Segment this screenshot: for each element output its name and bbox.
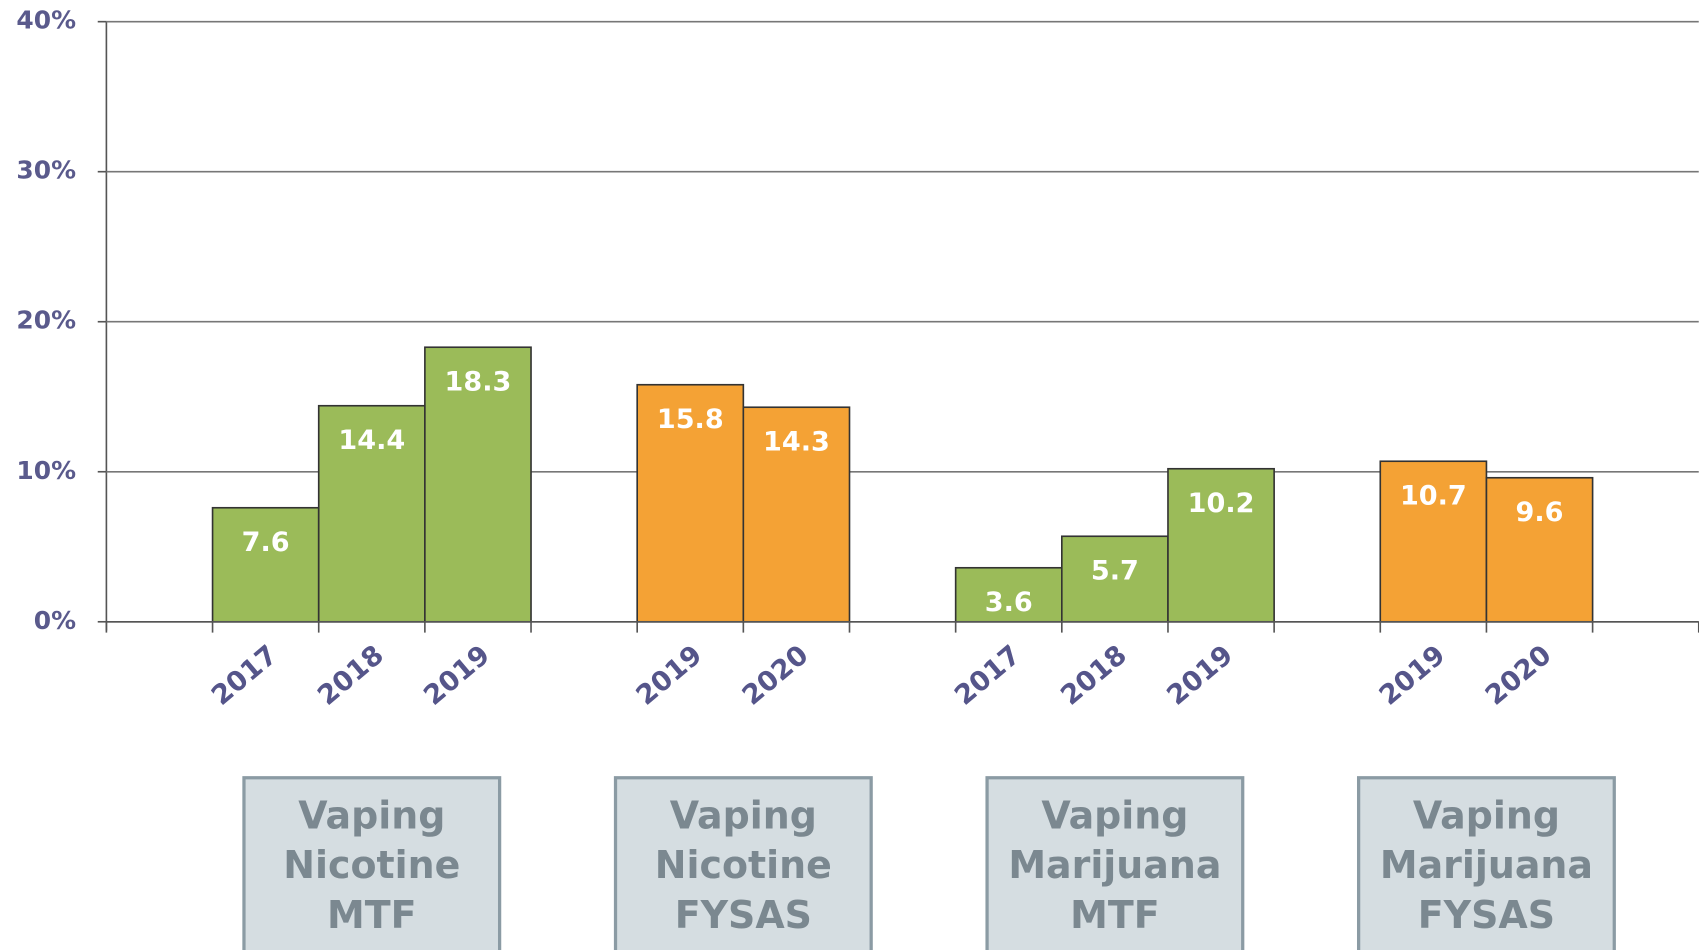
value-label: 18.3 — [445, 366, 512, 397]
value-label: 9.6 — [1516, 497, 1564, 528]
value-label: 14.3 — [763, 426, 830, 457]
x-tick-label: 2018 — [312, 639, 390, 711]
x-tick-label: 2020 — [1480, 639, 1558, 711]
group-box — [1356, 776, 1616, 950]
x-tick-label: 2018 — [1055, 639, 1133, 711]
bar — [954, 566, 1063, 623]
group-box — [613, 776, 873, 950]
value-label: 14.4 — [338, 425, 405, 456]
bar — [742, 406, 851, 623]
bar — [424, 346, 532, 623]
value-label: 3.6 — [985, 587, 1033, 618]
group-label: Vaping — [1413, 793, 1560, 837]
value-label: 10.7 — [1400, 480, 1467, 511]
group-label: Vaping — [1041, 793, 1188, 837]
x-tick-label: 2017 — [949, 639, 1027, 711]
bar — [636, 383, 745, 623]
group-label: FYSAS — [675, 893, 812, 937]
bar — [211, 506, 320, 623]
group-label: Nicotine — [655, 843, 832, 887]
group-label: Nicotine — [283, 843, 460, 887]
group-label: MTF — [1070, 893, 1159, 937]
value-label: 7.6 — [242, 527, 290, 558]
x-tick-label: 2019 — [1374, 639, 1452, 711]
value-label: 10.2 — [1188, 488, 1255, 519]
group-label: Vaping — [670, 793, 817, 837]
group-label: MTF — [327, 893, 416, 937]
x-tick-label: 2019 — [418, 639, 496, 711]
y-tick-label: 30% — [16, 156, 76, 185]
group-box — [242, 776, 502, 950]
bar — [1167, 467, 1275, 623]
y-tick-label: 10% — [16, 456, 76, 485]
x-tick-label: 2017 — [206, 639, 284, 711]
value-label: 15.8 — [657, 404, 724, 435]
group-label: Marijuana — [1380, 843, 1593, 887]
bar — [1379, 460, 1488, 623]
group-label: Marijuana — [1008, 843, 1221, 887]
x-tick-label: 2019 — [631, 639, 709, 711]
x-tick-label: 2019 — [1161, 639, 1239, 711]
value-label: 5.7 — [1091, 556, 1139, 587]
y-tick-label: 20% — [16, 306, 76, 335]
group-label: Vaping — [298, 793, 445, 837]
y-tick-label: 0% — [34, 606, 76, 635]
group-box — [985, 776, 1245, 950]
bar — [1061, 535, 1169, 623]
group-label: FYSAS — [1418, 893, 1555, 937]
bar — [1485, 476, 1594, 623]
x-tick-label: 2020 — [737, 639, 815, 711]
y-tick-label: 40% — [16, 6, 76, 35]
